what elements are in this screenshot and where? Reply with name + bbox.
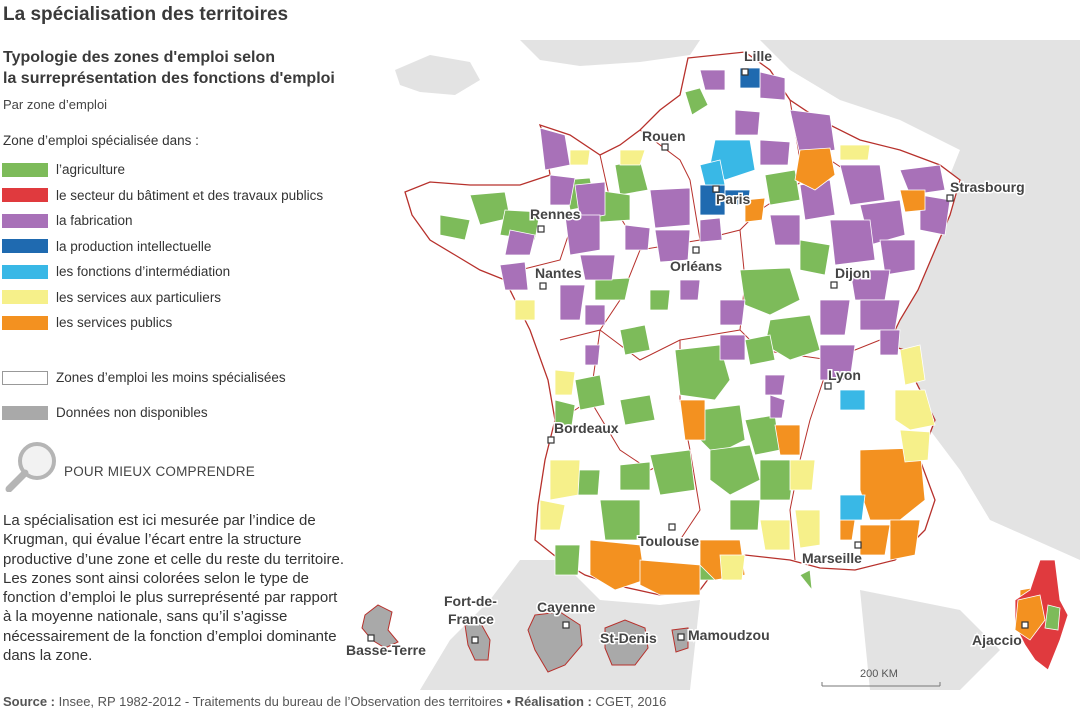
city-ajaccio: Ajaccio <box>972 632 1022 648</box>
legend: l’agriculture le secteur du bâtiment et … <box>2 157 323 336</box>
city-lyon: Lyon <box>828 367 861 383</box>
legend-item-least-specialized: Zones d’emploi les moins spécialisées <box>2 360 286 395</box>
magnifier-icon <box>5 442 56 492</box>
city-paris: Paris <box>716 191 750 207</box>
legend-label: les services publics <box>56 315 173 331</box>
legend-swatch <box>2 315 48 330</box>
legend-label: les services aux particuliers <box>56 289 222 305</box>
legend-swatch <box>2 290 48 305</box>
legend-item-intermediation: les fonctions d’intermédiation <box>2 259 323 285</box>
label-fort-de-france-1: Fort-de- <box>444 593 497 609</box>
city-nantes: Nantes <box>535 265 582 281</box>
credit-label: Réalisation : <box>514 694 592 709</box>
legend-label: le secteur du bâtiment et des travaux pu… <box>56 187 324 203</box>
legend-item-no-data: Données non disponibles <box>2 395 286 430</box>
city-marseille: Marseille <box>802 550 862 566</box>
label-st-denis: St-Denis <box>600 630 657 646</box>
legend-label: Données non disponibles <box>56 405 208 420</box>
help-label: POUR MIEUX COMPRENDRE <box>64 463 255 479</box>
source-line: Source : Insee, RP 1982-2012 - Traitemen… <box>3 694 666 709</box>
corsica <box>1014 559 1069 671</box>
label-fort-de-france-2: France <box>448 611 494 627</box>
help-header: POUR MIEUX COMPRENDRE <box>4 440 255 492</box>
zones-services-publics <box>589 147 1056 651</box>
scale-bar: 200 KM <box>821 668 941 687</box>
city-bordeaux: Bordeaux <box>554 420 619 436</box>
legend-label: Zones d’emploi les moins spécialisées <box>56 370 286 385</box>
city-toulouse: Toulouse <box>638 533 699 549</box>
map-subtitle: Typologie des zones d'emploi selon la su… <box>3 47 335 89</box>
legend-item-fabrication: la fabrication <box>2 208 323 234</box>
city-strasbourg: Strasbourg <box>950 179 1025 195</box>
legend-heading: Zone d’emploi spécialisée dans : <box>3 133 199 148</box>
zones-fabrication <box>499 69 951 419</box>
zones-agriculture <box>439 87 831 592</box>
label-basse-terre: Basse-Terre <box>346 642 426 658</box>
legend-secondary: Zones d’emploi les moins spécialisées Do… <box>2 360 286 430</box>
legend-label: l’agriculture <box>56 162 126 178</box>
legend-swatch <box>2 188 48 203</box>
legend-item-services-particuliers: les services aux particuliers <box>2 285 323 311</box>
zones-services-particuliers <box>514 144 936 581</box>
neighbour-land <box>400 40 1080 560</box>
city-dijon: Dijon <box>835 265 870 281</box>
subtitle-line-2: la surreprésentation des fonctions d'emp… <box>3 70 335 87</box>
legend-swatch <box>2 239 48 254</box>
city-rouen: Rouen <box>642 128 686 144</box>
scope-label: Par zone d’emploi <box>3 97 108 112</box>
legend-item-agriculture: l’agriculture <box>2 157 323 183</box>
legend-item-btp: le secteur du bâtiment et des travaux pu… <box>2 183 323 209</box>
legend-swatch <box>2 213 48 228</box>
zones-intermediation <box>699 139 866 521</box>
city-orleans: Orléans <box>670 258 722 274</box>
subtitle-line-1: Typologie des zones d'emploi selon <box>3 49 275 66</box>
credit-text: CGET, 2016 <box>591 694 667 709</box>
legend-item-services-publics: les services publics <box>2 310 323 336</box>
legend-label: la fabrication <box>56 213 133 229</box>
legend-label: les fonctions d’intermédiation <box>56 264 231 280</box>
legend-swatch <box>2 162 48 177</box>
legend-swatch <box>2 405 48 420</box>
city-markers <box>367 68 1029 644</box>
label-mamoudzou: Mamoudzou <box>688 627 770 643</box>
help-text: La spécialisation est ici mesurée par l’… <box>3 512 345 665</box>
city-lille: Lille <box>744 48 772 64</box>
source-label: Source : <box>3 694 56 709</box>
legend-label: la production intellectuelle <box>56 238 212 254</box>
page-title: La spécialisation des territoires <box>3 4 289 25</box>
legend-swatch <box>2 370 48 385</box>
legend-swatch <box>2 264 48 279</box>
legend-item-production-intellectuelle: la production intellectuelle <box>2 234 323 260</box>
label-cayenne: Cayenne <box>537 599 596 615</box>
scale-label: 200 KM <box>860 668 898 680</box>
source-text: Insee, RP 1982-2012 - Traitements du bur… <box>55 694 515 709</box>
city-rennes: Rennes <box>530 206 581 222</box>
